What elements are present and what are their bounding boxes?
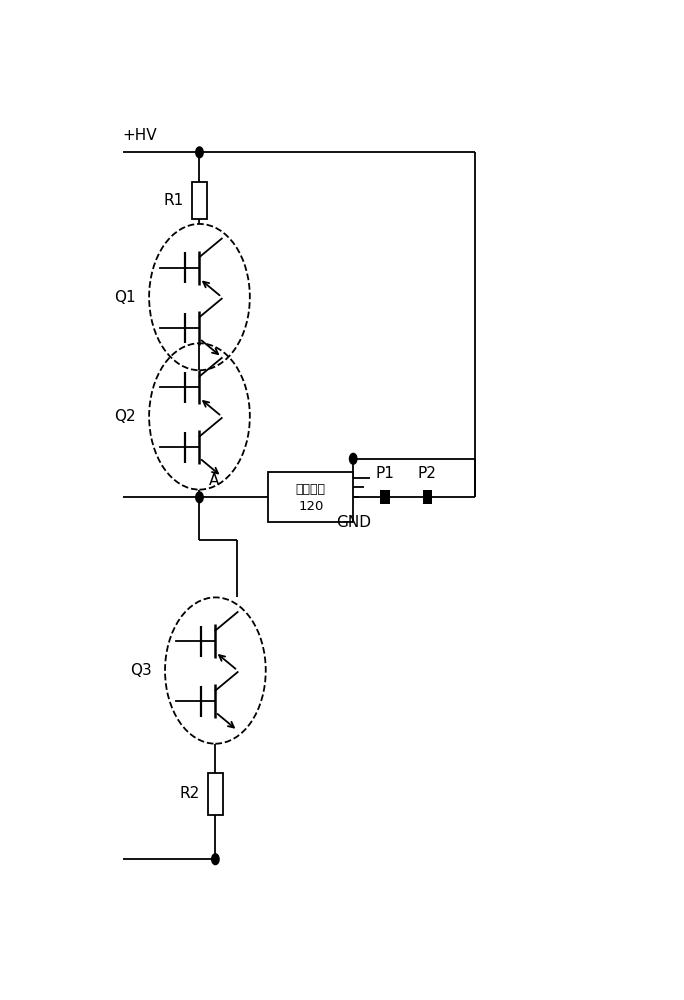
Text: 滤波电路: 滤波电路 — [295, 483, 326, 496]
Circle shape — [196, 492, 203, 503]
Text: R1: R1 — [164, 193, 184, 208]
Bar — [423, 490, 432, 504]
Text: Q3: Q3 — [130, 663, 152, 678]
Text: GND: GND — [336, 515, 371, 530]
Text: P1: P1 — [376, 466, 395, 481]
Text: R2: R2 — [180, 786, 200, 801]
Text: P2: P2 — [418, 466, 437, 481]
Circle shape — [350, 453, 357, 464]
Text: A: A — [209, 473, 220, 488]
Text: 120: 120 — [298, 500, 324, 513]
Bar — [268, 472, 353, 522]
Text: Q2: Q2 — [114, 409, 136, 424]
Bar — [208, 773, 223, 815]
Text: +HV: +HV — [122, 128, 157, 143]
Text: Q1: Q1 — [114, 290, 136, 305]
Bar — [380, 490, 390, 504]
Circle shape — [196, 147, 203, 158]
Circle shape — [211, 854, 219, 865]
Bar — [192, 182, 207, 219]
